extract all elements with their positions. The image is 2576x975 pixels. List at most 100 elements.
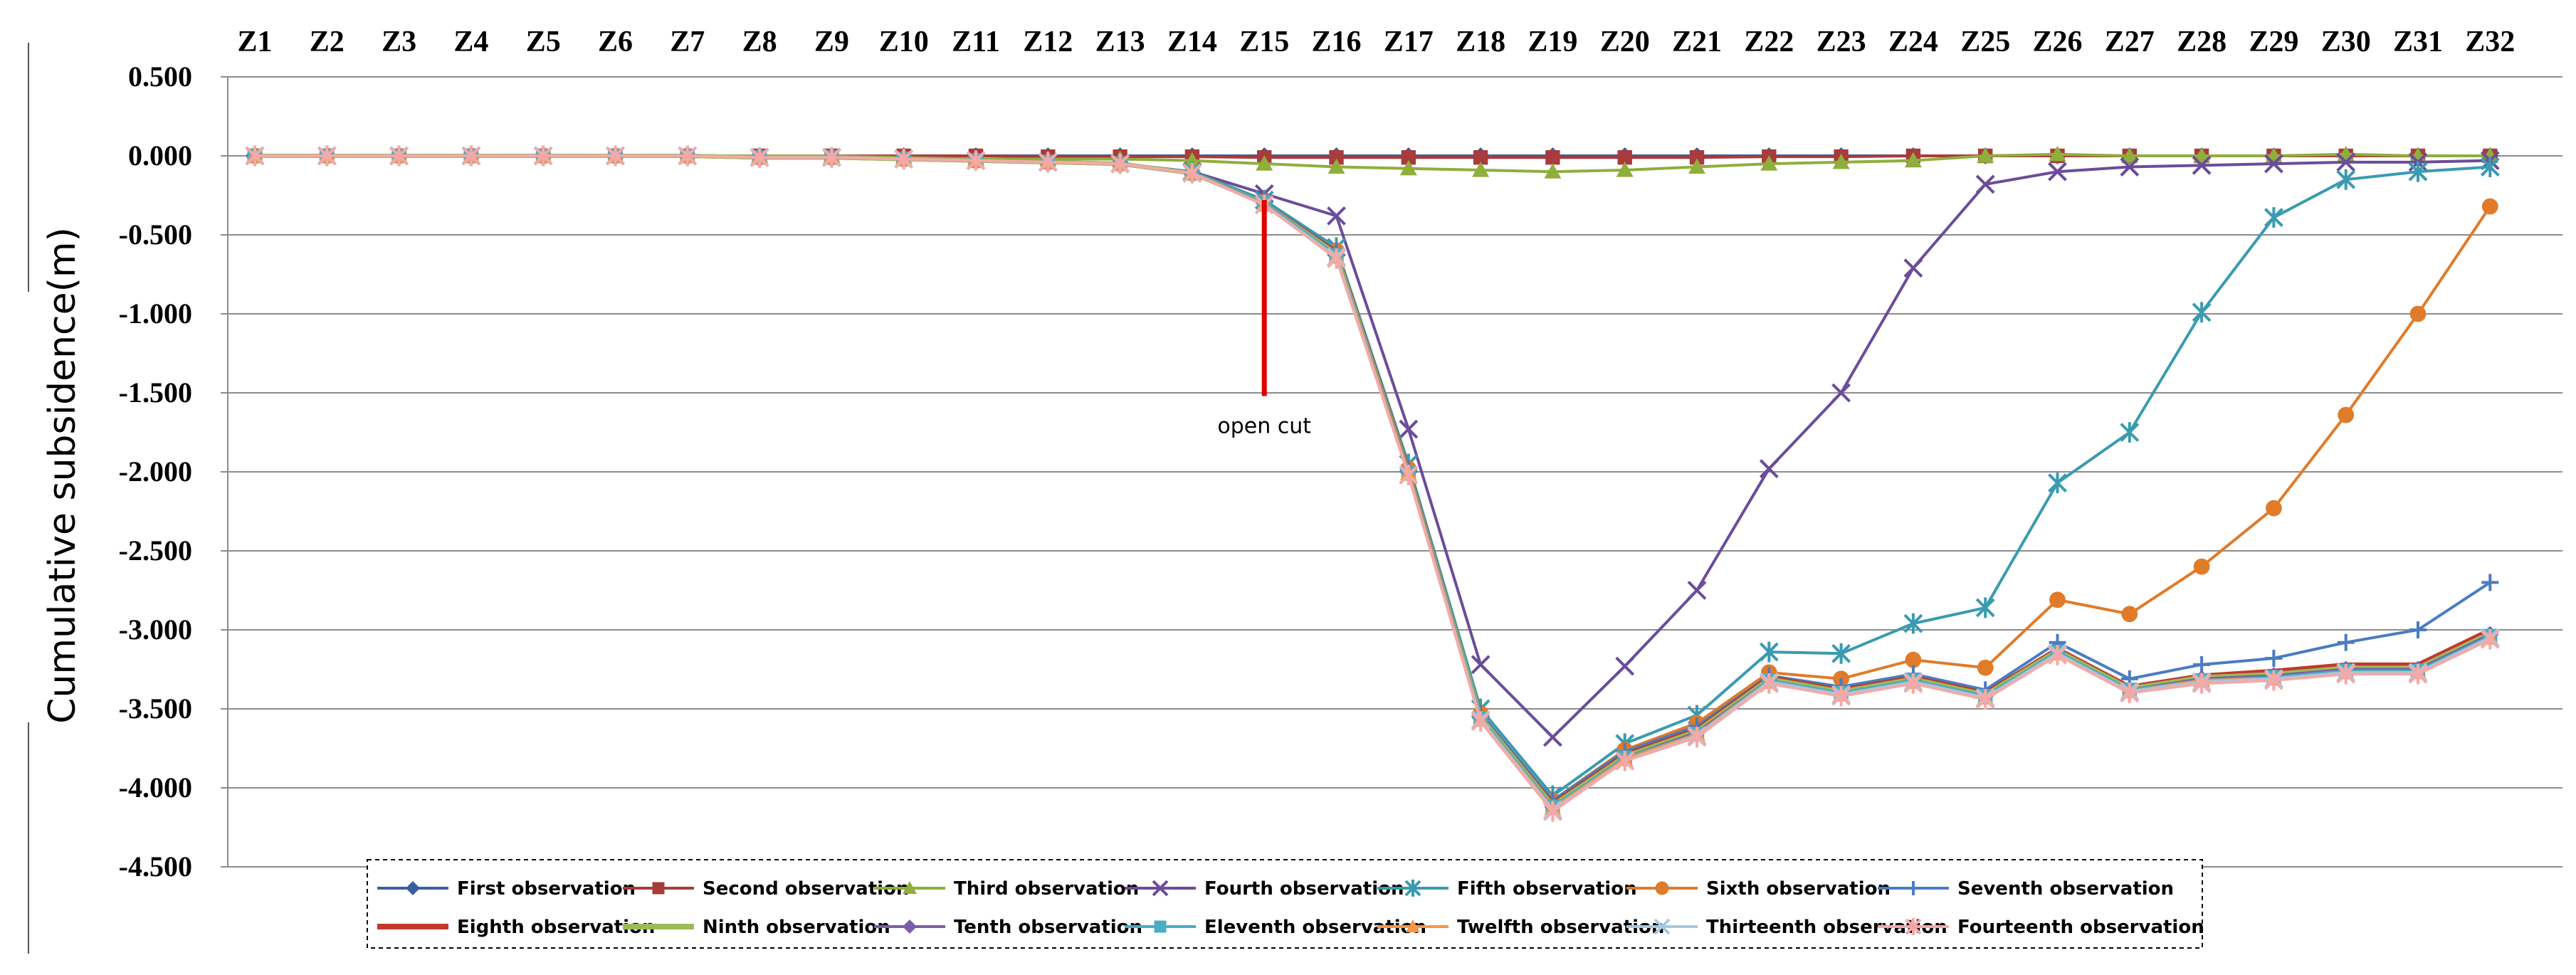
data-point: [1615, 656, 1635, 676]
x-tick-label: Z27: [2105, 26, 2155, 58]
series-line: [255, 154, 2491, 810]
data-point: [1975, 597, 1995, 618]
x-tick-label: Z13: [1095, 26, 1145, 58]
y-tick-labels: 0.500 0.000 -0.500 -1.000 -1.500 -2.000 -2.500…: [119, 60, 192, 882]
data-point: [2192, 302, 2212, 323]
data-point: [2120, 682, 2140, 704]
data-point: [1471, 711, 1491, 732]
data-point: [406, 881, 420, 895]
series-7: [246, 147, 2499, 809]
data-point: [2265, 649, 2283, 667]
data-point: [1399, 465, 1419, 485]
x-tick-label: Z19: [1528, 26, 1577, 58]
legend: First observation Second observation Third…: [367, 859, 2204, 949]
data-point: [1327, 248, 1346, 269]
x-tick-label: Z29: [2249, 26, 2298, 58]
y-tick-label: 0.000: [128, 139, 192, 172]
data-point: [1975, 689, 1995, 710]
data-point: [1399, 159, 1417, 176]
y-axis-label: Cumulative subsidence(m): [41, 227, 84, 724]
series-line: [255, 154, 2491, 812]
data-point: [966, 150, 986, 172]
data-point: [1328, 158, 1345, 174]
data-point: [2049, 145, 2066, 162]
data-point: [903, 919, 917, 934]
series-line: [255, 154, 2491, 808]
y-tick-label: -3.500: [119, 692, 192, 724]
data-point: [2408, 161, 2428, 182]
data-point: [2120, 147, 2138, 163]
data-point: [1975, 174, 1995, 194]
series-13: [245, 146, 2500, 820]
data-point: [1401, 150, 1416, 165]
data-point: [1399, 419, 1419, 439]
x-tick-label: Z4: [453, 26, 488, 58]
data-point: [1831, 383, 1851, 403]
x-tick-label: Z26: [2032, 26, 2082, 58]
data-point: [1472, 161, 1490, 177]
x-tick-labels: Z1 Z2 Z3 Z4 Z5 Z6 Z7 Z8 Z9 Z10 Z11 Z12 Z13 Z14 Z15 Z16 Z…: [237, 26, 2515, 58]
series-10: [246, 147, 2499, 816]
data-point: [2409, 621, 2427, 638]
x-tick-label: Z15: [1239, 26, 1289, 58]
legend-item: Second observation: [623, 878, 909, 900]
legend-item: Seventh observation: [1878, 878, 2174, 900]
series-line: [255, 154, 2491, 806]
x-tick-label: Z31: [2393, 26, 2443, 58]
data-point: [2481, 198, 2498, 215]
x-tick-label: Z21: [1672, 26, 1722, 58]
x-tick-label: Z14: [1167, 26, 1217, 58]
x-tick-label: Z5: [526, 26, 561, 58]
series-line: [255, 154, 2491, 739]
open-cut-annotation: open cut: [1217, 200, 1311, 438]
data-point: [1654, 918, 1671, 935]
y-tick-label: -0.500: [119, 218, 192, 251]
x-tick-label: Z16: [1311, 26, 1361, 58]
data-point: [1406, 919, 1420, 932]
data-point: [2481, 574, 2499, 591]
series-line: [255, 154, 2491, 802]
y-tick-label: -4.000: [119, 771, 192, 803]
y-tick-label: 0.500: [128, 60, 192, 93]
data-point: [2336, 152, 2356, 172]
data-point: [1544, 163, 1562, 179]
data-point: [1687, 727, 1707, 748]
data-point: [2264, 207, 2283, 228]
data-point: [2480, 157, 2500, 177]
legend-item: Fourth observation: [1125, 878, 1404, 900]
data-point: [894, 149, 914, 169]
data-point: [389, 145, 409, 167]
data-point: [1404, 880, 1421, 897]
axes: [28, 43, 228, 954]
data-point: [1759, 459, 1779, 478]
data-point: [2264, 670, 2283, 691]
data-point: [1977, 147, 1994, 163]
x-tick-label: Z23: [1817, 26, 1866, 58]
data-point: [2049, 591, 2066, 608]
data-point: [750, 147, 769, 168]
data-point: [1759, 673, 1779, 694]
x-tick-label: Z18: [1456, 26, 1505, 58]
x-tick-label: Z24: [1888, 26, 1938, 58]
data-point: [1904, 152, 1922, 168]
legend-item: Ninth observation: [623, 917, 890, 938]
x-tick-label: Z7: [670, 26, 705, 58]
data-point: [678, 145, 698, 167]
data-point: [2264, 154, 2283, 174]
data-point: [1110, 153, 1130, 174]
legend-label: First observation: [457, 878, 636, 900]
x-tick-label: Z25: [1960, 26, 2010, 58]
legend-label: Tenth observation: [954, 917, 1142, 938]
data-point: [1542, 801, 1562, 822]
series-12: [246, 147, 2499, 816]
series-4: [245, 146, 2500, 747]
legend-item: Tenth observation: [874, 917, 1142, 938]
data-point: [2048, 473, 2067, 493]
data-point: [1759, 641, 1779, 663]
x-tick-label: Z22: [1744, 26, 1794, 58]
data-point: [461, 145, 481, 167]
data-point: [1831, 643, 1851, 664]
data-point: [606, 145, 625, 167]
data-point: [1832, 153, 1850, 169]
x-tick-label: Z17: [1384, 26, 1434, 58]
